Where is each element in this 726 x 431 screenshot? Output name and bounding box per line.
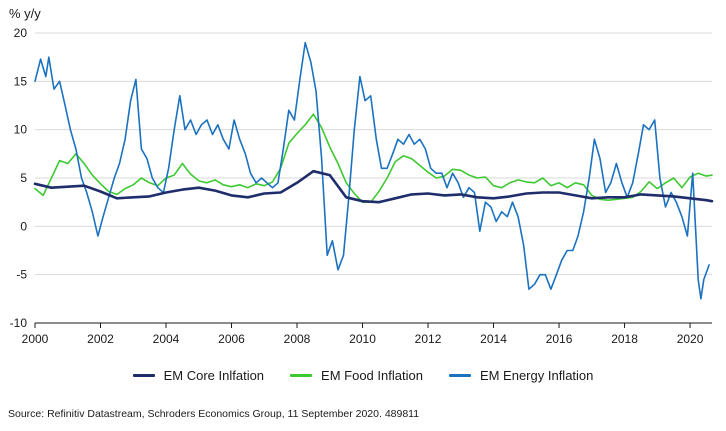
x-tick-label: 2000: [22, 332, 49, 346]
legend-label-core: EM Core Inlfation: [163, 368, 265, 383]
x-tick-label: 2010: [349, 332, 376, 346]
y-axis: -10 -5 0 5 10 15 20: [10, 26, 28, 330]
x-tick-label: 2002: [87, 332, 114, 346]
x-tick-label: 2020: [677, 332, 704, 346]
y-tick-label: -5: [16, 268, 27, 282]
legend-label-energy: EM Energy Inflation: [479, 368, 594, 383]
x-axis: 2000 2002 2004 2006 2008 2010 2012 2014 2016 2018…: [22, 322, 712, 346]
x-tick-label: 2012: [415, 332, 442, 346]
y-tick-label: 0: [20, 219, 27, 233]
x-tick-label: 2016: [546, 332, 573, 346]
legend-label-food: EM Food Inflation: [321, 368, 423, 383]
legend-item-energy: EM Energy Inflation: [448, 368, 594, 383]
legend-item-core: EM Core Inlfation: [132, 368, 265, 383]
y-tick-label: -10: [10, 316, 28, 330]
legend-swatch-energy: [448, 374, 471, 377]
series-line-energy: [34, 41, 710, 300]
x-tick-label: 2004: [153, 332, 180, 346]
legend-item-food: EM Food Inflation: [290, 368, 423, 383]
y-tick-label: 20: [14, 26, 28, 40]
legend-swatch-food: [290, 374, 313, 377]
y-tick-label: 15: [14, 74, 28, 88]
y-axis-label: % y/y: [9, 6, 41, 21]
legend: EM Core Inlfation EM Food Inflation EM E…: [0, 368, 726, 383]
x-tick-label: 2008: [284, 332, 311, 346]
series-line-core: [33, 169, 714, 204]
y-tick-label: 5: [20, 171, 27, 185]
series-line-food: [34, 113, 713, 203]
series-lines: [33, 41, 714, 300]
gridlines: [35, 32, 712, 324]
x-tick-label: 2018: [611, 332, 638, 346]
source-note: Source: Refinitiv Datastream, Schroders …: [8, 408, 420, 420]
legend-swatch-core: [132, 374, 155, 377]
x-tick-label: 2006: [218, 332, 245, 346]
x-tick-label: 2014: [480, 332, 507, 346]
y-tick-label: 10: [14, 123, 28, 137]
